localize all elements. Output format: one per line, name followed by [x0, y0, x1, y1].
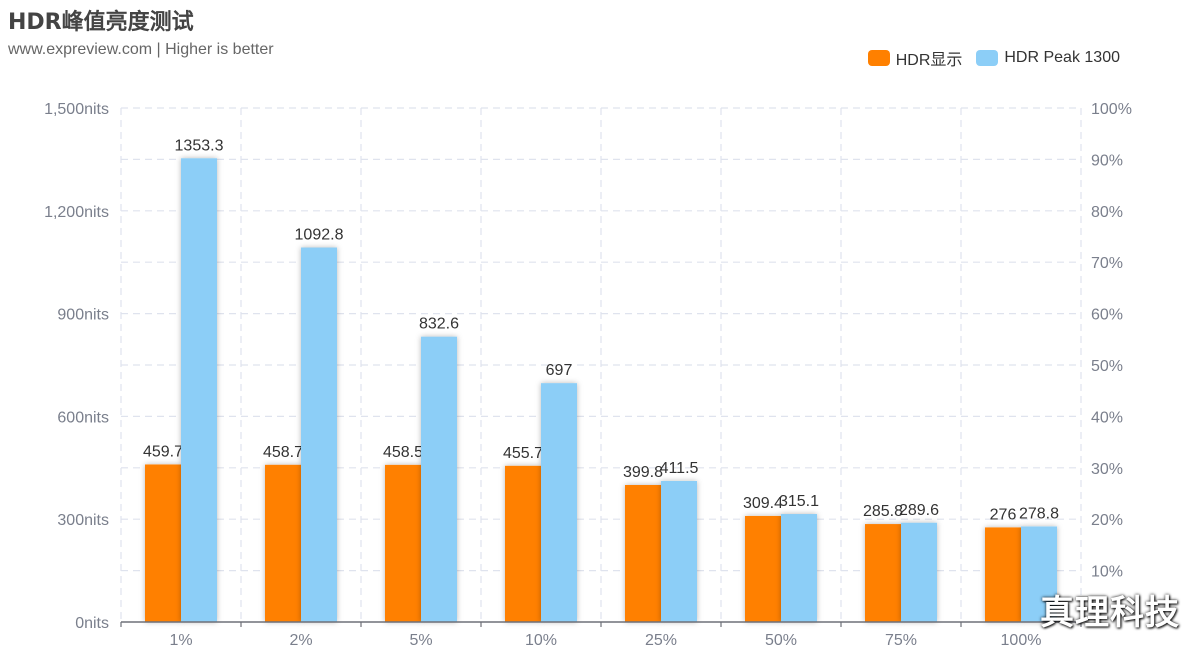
legend-label-series-2: HDR Peak 1300 — [1004, 49, 1120, 66]
y-left-tick-label: 600nits — [57, 409, 109, 426]
data-label-hdr-peak-1300: 1353.3 — [175, 137, 224, 154]
x-tick-label: 1% — [169, 632, 192, 649]
bar-hdr-display[interactable] — [265, 464, 301, 622]
data-label-hdr-peak-1300: 289.6 — [899, 502, 939, 519]
y-right-tick-label: 40% — [1091, 409, 1123, 426]
y-right-tick-label: 60% — [1091, 307, 1123, 324]
y-right-tick-label: 90% — [1091, 152, 1123, 169]
data-label-hdr-display: 399.8 — [623, 464, 663, 481]
legend-item-series-2[interactable]: HDR Peak 1300 — [976, 49, 1120, 67]
y-right-tick-label: 80% — [1091, 204, 1123, 221]
legend-label-series-1: HDR显示 — [895, 52, 963, 69]
y-right-tick-label: 20% — [1091, 512, 1123, 529]
y-right-tick-label: 100% — [1091, 101, 1132, 118]
data-label-hdr-display: 276 — [990, 506, 1017, 523]
bar-hdr-peak-1300[interactable] — [301, 247, 337, 622]
y-right-tick-label: 30% — [1091, 461, 1123, 478]
y-left-tick-label: 1,200nits — [44, 204, 109, 221]
bar-hdr-display[interactable] — [865, 524, 901, 622]
bar-hdr-peak-1300[interactable] — [901, 522, 937, 622]
legend-item-series-1[interactable]: HDR显示 — [867, 46, 963, 70]
chart-title: HDR峰值亮度测试 — [8, 10, 194, 35]
watermark: 真理科技 — [1040, 593, 1180, 633]
bar-hdr-peak-1300[interactable] — [541, 383, 577, 622]
y-left-tick-label: 900nits — [57, 307, 109, 324]
bar-hdr-display[interactable] — [505, 465, 541, 622]
y-right-tick-label: 70% — [1091, 255, 1123, 272]
data-label-hdr-peak-1300: 315.1 — [779, 493, 819, 510]
data-label-hdr-peak-1300: 1092.8 — [295, 227, 344, 244]
chart-subtitle: www.expreview.com | Higher is better — [8, 41, 274, 58]
data-label-hdr-display: 285.8 — [863, 503, 903, 520]
y-left-tick-label: 0nits — [75, 615, 109, 632]
y-right-tick-label: 50% — [1091, 358, 1123, 375]
bar-hdr-display[interactable] — [625, 485, 661, 622]
bar-hdr-display[interactable] — [745, 515, 781, 622]
bar-hdr-display[interactable] — [145, 464, 181, 622]
x-tick-label: 5% — [409, 632, 432, 649]
data-label-hdr-peak-1300: 832.6 — [419, 316, 459, 333]
bar-hdr-peak-1300[interactable] — [661, 480, 697, 622]
bar-hdr-peak-1300[interactable] — [181, 158, 217, 622]
bar-hdr-display[interactable] — [385, 464, 421, 622]
data-label-hdr-display: 309.4 — [743, 495, 783, 512]
bar-hdr-display[interactable] — [985, 527, 1021, 622]
x-tick-label: 100% — [1001, 632, 1042, 649]
x-tick-label: 75% — [885, 632, 917, 649]
x-tick-label: 50% — [765, 632, 797, 649]
bar-hdr-peak-1300[interactable] — [781, 514, 817, 622]
y-left-tick-label: 1,500nits — [44, 101, 109, 118]
legend-swatch-series-2 — [976, 50, 999, 66]
data-label-hdr-peak-1300: 278.8 — [1019, 505, 1059, 522]
y-left-tick-label: 300nits — [57, 512, 109, 529]
bar-hdr-peak-1300[interactable] — [421, 336, 457, 622]
legend: HDR显示 HDR Peak 1300 — [867, 46, 1120, 70]
data-label-hdr-display: 459.7 — [143, 443, 183, 460]
data-label-hdr-peak-1300: 697 — [546, 362, 573, 379]
x-tick-label: 2% — [289, 632, 312, 649]
legend-swatch-series-1 — [867, 50, 890, 66]
data-label-hdr-peak-1300: 411.5 — [660, 460, 699, 477]
data-label-hdr-display: 458.7 — [263, 444, 303, 461]
x-tick-label: 25% — [645, 632, 677, 649]
y-right-tick-label: 10% — [1091, 564, 1123, 581]
data-label-hdr-display: 458.5 — [383, 444, 423, 461]
x-tick-label: 10% — [525, 632, 557, 649]
data-label-hdr-display: 455.7 — [503, 445, 543, 462]
bar-hdr-peak-1300[interactable] — [1021, 526, 1057, 622]
